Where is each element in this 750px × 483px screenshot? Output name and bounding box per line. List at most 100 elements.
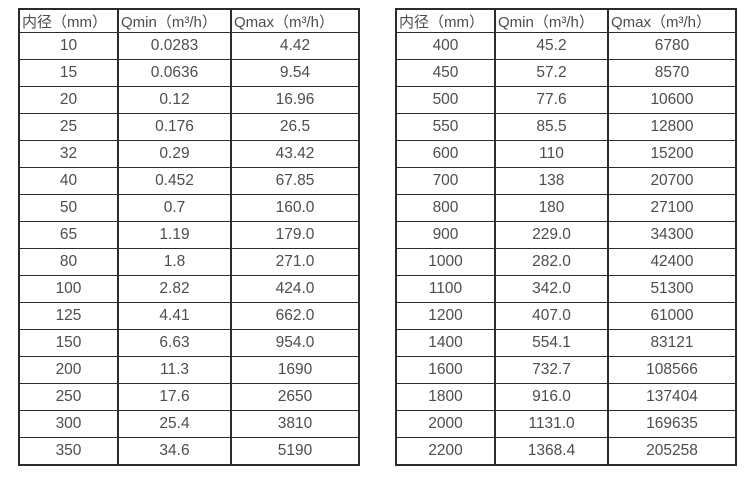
table-cell: 83121 [607,329,737,357]
table-cell: 1368.4 [494,437,609,466]
table-cell: 180 [494,194,609,222]
header-qmax: Qmax（m³/h） [230,8,360,33]
table-cell: 0.176 [117,113,232,141]
table-row: 2200 1368.4 205258 [395,437,737,466]
table-row: 500 77.6 10600 [395,86,737,114]
table-row: 10 0.0283 4.42 [18,32,360,60]
table-cell: 1690 [230,356,360,384]
table-body-small-diameters: 10 0.0283 4.42 15 0.0636 9.54 20 0.12 16.96 25 0.1… [18,32,360,466]
table-row: 1800 916.0 137404 [395,383,737,411]
table-cell: 662.0 [230,302,360,330]
table-row: 700 138 20700 [395,167,737,195]
flow-range-tables-page: 内径（mm） Qmin（m³/h） Qmax（m³/h） 10 0.0283 4.4… [18,8,737,466]
table-row: 900 229.0 34300 [395,221,737,249]
table-row: 80 1.8 271.0 [18,248,360,276]
table-cell: 25.4 [117,410,232,438]
table-cell: 10 [18,32,119,60]
table-cell: 800 [395,194,496,222]
table-cell: 3810 [230,410,360,438]
table-row: 1200 407.0 61000 [395,302,737,330]
table-cell: 110 [494,140,609,168]
table-body-large-diameters: 400 45.2 6780 450 57.2 8570 500 77.6 10600 550 85.… [395,32,737,466]
table-cell: 732.7 [494,356,609,384]
table-cell: 900 [395,221,496,249]
table-cell: 65 [18,221,119,249]
table-cell: 9.54 [230,59,360,87]
table-row: 50 0.7 160.0 [18,194,360,222]
table-cell: 17.6 [117,383,232,411]
table-cell: 1600 [395,356,496,384]
table-cell: 27100 [607,194,737,222]
table-cell: 160.0 [230,194,360,222]
table-cell: 300 [18,410,119,438]
table-cell: 80 [18,248,119,276]
header-row: 内径（mm） Qmin（m³/h） Qmax（m³/h） [395,8,737,33]
flow-table-large-diameters: 内径（mm） Qmin（m³/h） Qmax（m³/h） 400 45.2 6780… [395,8,737,466]
table-row: 600 110 15200 [395,140,737,168]
table-cell: 15200 [607,140,737,168]
table-cell: 4.41 [117,302,232,330]
table-row: 250 17.6 2650 [18,383,360,411]
table-cell: 8570 [607,59,737,87]
header-row: 内径（mm） Qmin（m³/h） Qmax（m³/h） [18,8,360,33]
table-row: 32 0.29 43.42 [18,140,360,168]
table-cell: 6780 [607,32,737,60]
table-cell: 1.8 [117,248,232,276]
table-row: 1000 282.0 42400 [395,248,737,276]
table-cell: 1131.0 [494,410,609,438]
table-cell: 26.5 [230,113,360,141]
table-cell: 25 [18,113,119,141]
table-cell: 50 [18,194,119,222]
table-cell: 108566 [607,356,737,384]
table-row: 200 11.3 1690 [18,356,360,384]
header-qmin: Qmin（m³/h） [494,8,609,33]
table-row: 2000 1131.0 169635 [395,410,737,438]
table-cell: 424.0 [230,275,360,303]
table-cell: 15 [18,59,119,87]
table-cell: 700 [395,167,496,195]
table-cell: 1400 [395,329,496,357]
header-inner-diameter: 内径（mm） [395,8,496,33]
table-row: 1100 342.0 51300 [395,275,737,303]
table-cell: 450 [395,59,496,87]
table-cell: 57.2 [494,59,609,87]
table-cell: 43.42 [230,140,360,168]
table-cell: 205258 [607,437,737,466]
table-cell: 342.0 [494,275,609,303]
table-cell: 20700 [607,167,737,195]
table-cell: 40 [18,167,119,195]
table-cell: 0.29 [117,140,232,168]
table-cell: 51300 [607,275,737,303]
table-cell: 407.0 [494,302,609,330]
table-cell: 42400 [607,248,737,276]
table-row: 450 57.2 8570 [395,59,737,87]
header-inner-diameter: 内径（mm） [18,8,119,33]
table-cell: 2.82 [117,275,232,303]
table-row: 150 6.63 954.0 [18,329,360,357]
table-cell: 2000 [395,410,496,438]
table-cell: 0.452 [117,167,232,195]
table-row: 1600 732.7 108566 [395,356,737,384]
table-cell: 1000 [395,248,496,276]
table-cell: 150 [18,329,119,357]
table-cell: 282.0 [494,248,609,276]
table-cell: 1200 [395,302,496,330]
table-cell: 554.1 [494,329,609,357]
table-cell: 229.0 [494,221,609,249]
table-cell: 6.63 [117,329,232,357]
table-row: 125 4.41 662.0 [18,302,360,330]
table-cell: 954.0 [230,329,360,357]
table-cell: 0.7 [117,194,232,222]
table-cell: 350 [18,437,119,466]
table-cell: 61000 [607,302,737,330]
table-cell: 600 [395,140,496,168]
table-cell: 1800 [395,383,496,411]
table-row: 20 0.12 16.96 [18,86,360,114]
table-cell: 20 [18,86,119,114]
table-cell: 0.0283 [117,32,232,60]
table-cell: 550 [395,113,496,141]
table-cell: 2200 [395,437,496,466]
table-cell: 1.19 [117,221,232,249]
table-cell: 34.6 [117,437,232,466]
table-cell: 11.3 [117,356,232,384]
